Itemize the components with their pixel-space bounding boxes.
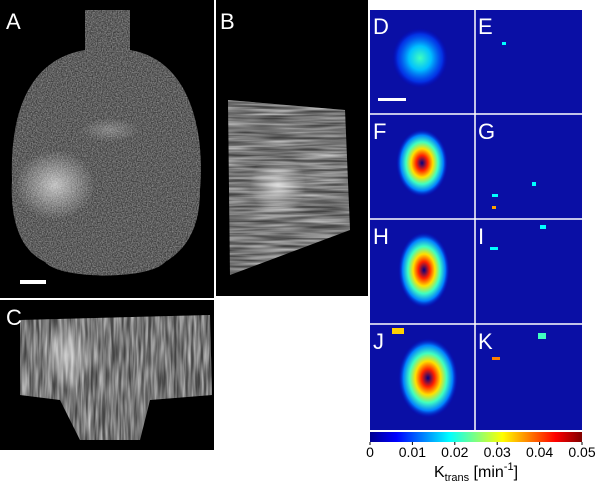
colorbar-label: Ktrans [min-1]	[434, 461, 518, 484]
label-sup: -1	[504, 461, 514, 473]
spot	[502, 42, 506, 45]
panel-label: H	[373, 224, 389, 249]
panel-label: B	[220, 9, 235, 34]
panel-label: A	[6, 9, 21, 34]
scale-bar	[378, 98, 406, 101]
spot	[538, 333, 546, 339]
label-end: ]	[514, 464, 518, 481]
blob	[398, 232, 450, 308]
tick-label: 0.05	[568, 444, 595, 460]
panel-label: C	[6, 305, 22, 330]
panel-label: F	[373, 119, 386, 144]
tick-label: 0	[366, 444, 374, 460]
label-main: K	[434, 464, 445, 481]
kinetic-panels	[370, 10, 582, 430]
spot	[490, 247, 498, 250]
scale-bar	[20, 280, 46, 284]
panel-label: J	[373, 329, 384, 354]
colorbar	[370, 432, 582, 442]
tick-label: 0.01	[399, 444, 426, 460]
blob	[392, 28, 448, 88]
spot	[492, 194, 498, 197]
panel-label: G	[478, 119, 495, 144]
tick-label: 0.03	[484, 444, 511, 460]
tick-label: 0.04	[526, 444, 553, 460]
panel-label: I	[478, 224, 484, 249]
blob	[396, 129, 448, 197]
label-unit: [min	[469, 464, 504, 481]
spot	[492, 357, 500, 360]
spot	[540, 225, 546, 229]
panel-label: K	[478, 329, 493, 354]
spot	[492, 206, 496, 209]
blob	[398, 338, 458, 418]
spot	[532, 182, 536, 186]
label-sub: trans	[445, 472, 470, 484]
tick-label: 0.02	[441, 444, 468, 460]
panel-label: E	[478, 14, 493, 39]
spot	[392, 328, 404, 334]
panel-label: D	[373, 14, 389, 39]
